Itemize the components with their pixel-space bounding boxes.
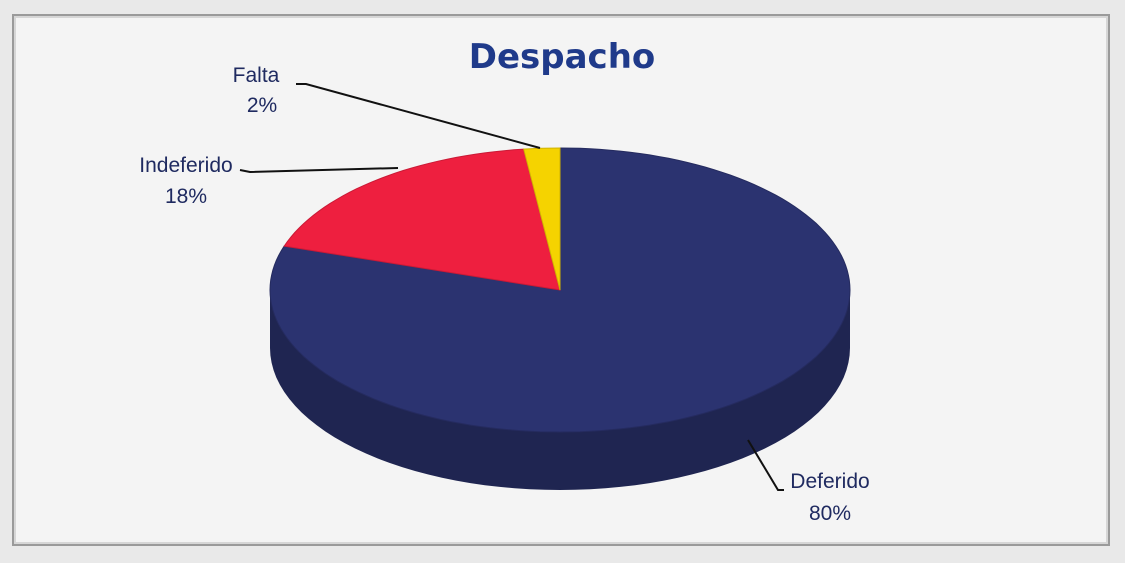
leader-line-deferido: [747, 439, 784, 491]
leader-line-falta: [296, 83, 541, 149]
pie-side-deferido: [270, 290, 850, 490]
slice-label-indeferido-name: Indeferido: [139, 154, 232, 177]
pie-tops: [269, 147, 851, 433]
chart-title: Despacho: [469, 37, 656, 77]
leader-line-indeferido: [239, 167, 399, 174]
slice-label-deferido-value: 80%: [809, 502, 851, 525]
slice-label-indeferido-value: 18%: [165, 185, 207, 208]
pie-slice-indeferido: [283, 148, 561, 291]
slice-label-falta-value: 2%: [247, 94, 277, 117]
slice-label-deferido-name: Deferido: [790, 470, 869, 493]
slice-label-falta-name: Falta: [233, 64, 280, 87]
pie-slice-falta: [523, 147, 561, 291]
pie-sides: [270, 290, 850, 490]
